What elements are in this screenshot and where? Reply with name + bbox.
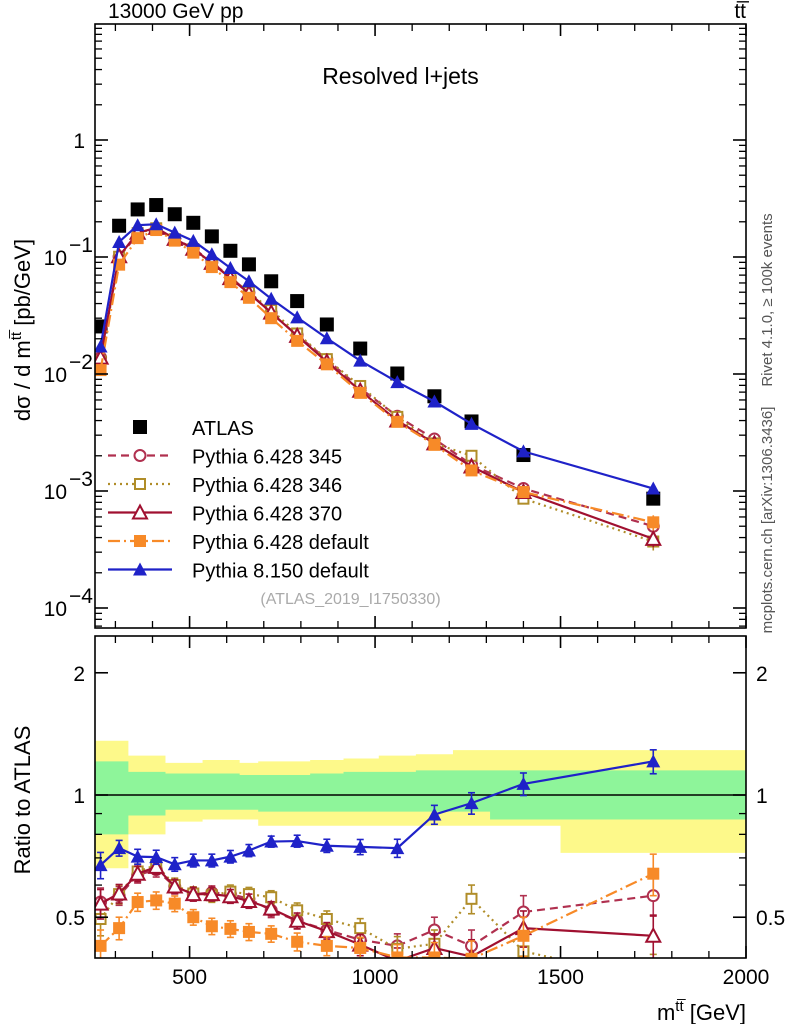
plot-title-text: Resolved l+jets <box>322 63 479 89</box>
x-tick-label: 1500 <box>537 966 584 989</box>
x-axis-label: mtt̅ [GeV] <box>657 998 746 1024</box>
svg-text:−4: −4 <box>69 585 93 608</box>
main-panel-frame <box>94 23 747 629</box>
svg-text:Ratio to ATLAS: Ratio to ATLAS <box>10 726 35 875</box>
ratio-series-pdefault <box>95 853 660 958</box>
x-tick-label: 2000 <box>723 966 770 989</box>
svg-text:−2: −2 <box>69 351 93 374</box>
svg-text:10: 10 <box>44 481 67 504</box>
header-beam: 13000 GeV pp <box>108 0 243 23</box>
ratio-y-tick-label-right: 1 <box>756 785 768 808</box>
series-pdefault <box>95 224 660 531</box>
ratio-y-tick-label-right: 2 <box>756 663 768 686</box>
ratio-y-tick-label: 1 <box>73 785 85 808</box>
series-p370 <box>95 218 662 548</box>
ratio-panel-data <box>95 749 662 958</box>
main-panel-data <box>95 198 662 551</box>
x-tick-label: 1000 <box>352 966 399 989</box>
band-inner-green <box>95 761 746 835</box>
legend-label: ATLAS <box>192 418 254 440</box>
series-p8150 <box>95 217 661 495</box>
y-tick-label: 1 <box>73 130 85 153</box>
legend-label: Pythia 8.150 default <box>192 561 369 583</box>
legend-item-atlas[interactable]: ATLAS <box>133 418 254 440</box>
legend-label: Pythia 6.428 default <box>192 532 369 554</box>
legend-item-p370[interactable]: Pythia 6.428 370 <box>108 503 342 526</box>
legend-label: Pythia 6.428 346 <box>192 475 342 497</box>
side-text-rivet: Rivet 4.1.0, ≥ 100k events <box>759 213 776 386</box>
ratio-series-p345 <box>95 861 660 958</box>
ratio-y-tick-label-right: 0.5 <box>756 907 785 930</box>
legend-item-p346[interactable]: Pythia 6.428 346 <box>108 475 342 497</box>
legend-label: Pythia 6.428 345 <box>192 447 342 469</box>
uncertainty-bands <box>95 740 746 869</box>
legend-label: Pythia 6.428 370 <box>192 504 342 526</box>
ratio-y-tick-label: 0.5 <box>56 907 85 930</box>
analysis-id-watermark: (ATLAS_2019_I1750330) <box>260 591 440 608</box>
series-p346 <box>95 222 660 551</box>
ratio-y-axis-label: Ratio to ATLAS <box>10 726 35 875</box>
legend-item-pdefault[interactable]: Pythia 6.428 default <box>108 532 369 554</box>
ratio-panel-frame <box>94 635 747 959</box>
ratio-series-p8150 <box>95 749 661 880</box>
svg-text:−1: −1 <box>69 234 93 257</box>
x-tick-label: 500 <box>172 966 207 989</box>
svg-text:10: 10 <box>44 247 67 270</box>
svg-text:1: 1 <box>73 130 85 153</box>
svg-text:Rivet 4.1.0, ≥ 100k events: Rivet 4.1.0, ≥ 100k events <box>759 213 776 386</box>
y-tick-label: 10−4 <box>44 585 94 621</box>
side-text-mcplots: mcplots.cern.ch [arXiv:1306.3436] <box>759 407 776 634</box>
series-p345 <box>95 222 660 534</box>
svg-text:10: 10 <box>44 598 67 621</box>
svg-text:dσ / d mtt̅ [pb/GeV]: dσ / d mtt̅ [pb/GeV] <box>8 239 35 421</box>
svg-text:−3: −3 <box>69 468 93 491</box>
ratio-y-tick-label: 2 <box>73 663 85 686</box>
header-process: tt̅ <box>734 0 750 23</box>
legend: ATLAS Pythia 6.428 345 Pythia 6.428 346 Pyt… <box>108 418 369 583</box>
svg-text:mcplots.cern.ch [arXiv:1306.34: mcplots.cern.ch [arXiv:1306.3436] <box>759 407 776 634</box>
svg-text:10: 10 <box>44 364 67 387</box>
y-tick-label: 10−3 <box>44 468 93 504</box>
main-y-axis-label: dσ / d mtt̅ [pb/GeV] <box>8 239 35 421</box>
y-tick-label: 10−2 <box>44 351 93 387</box>
y-tick-label: 10−1 <box>44 234 93 270</box>
legend-item-p345[interactable]: Pythia 6.428 345 <box>108 447 342 469</box>
legend-item-p8150[interactable]: Pythia 8.150 default <box>108 561 369 583</box>
